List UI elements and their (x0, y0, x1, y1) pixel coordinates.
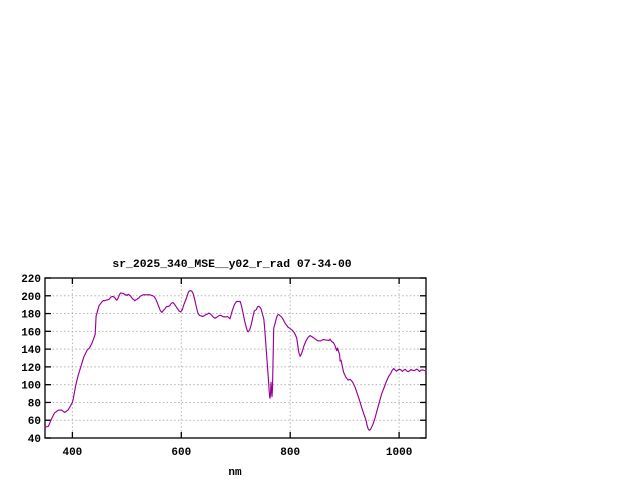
svg-text:400: 400 (62, 447, 82, 459)
svg-text:sr_2025_340_MSE__y02_r_rad 07-: sr_2025_340_MSE__y02_r_rad 07-34-00 (112, 259, 351, 271)
svg-text:1000: 1000 (386, 447, 412, 459)
svg-text:600: 600 (171, 447, 191, 459)
svg-text:100: 100 (21, 381, 41, 393)
svg-text:220: 220 (21, 274, 41, 286)
svg-text:80: 80 (28, 398, 41, 410)
svg-text:60: 60 (28, 416, 41, 428)
svg-text:180: 180 (21, 310, 41, 322)
svg-text:120: 120 (21, 363, 41, 375)
svg-text:800: 800 (280, 447, 300, 459)
svg-text:160: 160 (21, 327, 41, 339)
svg-text:140: 140 (21, 345, 41, 357)
svg-text:40: 40 (28, 434, 41, 446)
svg-text:200: 200 (21, 292, 41, 304)
svg-text:nm: nm (228, 467, 242, 479)
